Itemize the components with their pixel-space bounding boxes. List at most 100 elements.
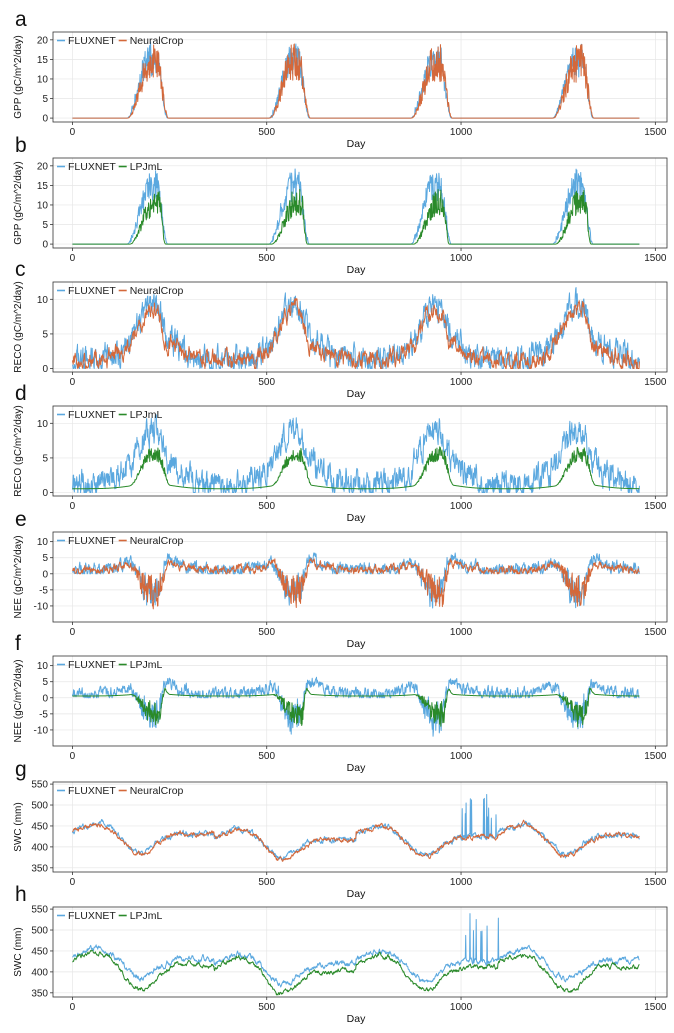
panel-letter: e (15, 508, 27, 531)
y-tick-label: -5 (39, 709, 48, 720)
x-tick-label: 500 (258, 501, 275, 512)
y-tick-label: 10 (37, 74, 49, 85)
y-axis-label: NEE (gC/m^2/day) (13, 535, 24, 618)
legend-label: FLUXNET (68, 409, 116, 421)
y-tick-label: 350 (31, 863, 48, 874)
x-tick-label: 0 (70, 253, 76, 264)
series-line-neuralcrop (72, 43, 640, 119)
y-axis-label: RECO (gC/m^2/day) (13, 405, 24, 496)
x-tick-label: 500 (258, 751, 275, 762)
panel-letter: h (15, 883, 27, 906)
y-tick-label: 450 (31, 946, 48, 957)
y-tick-label: 20 (37, 161, 49, 172)
x-tick-label: 500 (258, 627, 275, 638)
y-tick-label: 0 (42, 240, 48, 251)
y-tick-label: 550 (31, 780, 48, 791)
y-tick-label: 0 (42, 364, 48, 375)
y-tick-label: 5 (42, 329, 48, 340)
x-tick-label: 0 (70, 1002, 76, 1013)
plot-frame (52, 31, 668, 123)
x-tick-label: 0 (70, 877, 76, 888)
y-tick-label: 350 (31, 988, 48, 999)
x-tick-label: 1500 (644, 877, 667, 888)
y-tick-label: 20 (37, 35, 49, 46)
y-tick-label: 10 (37, 295, 49, 306)
legend-label: FLUXNET (68, 659, 116, 671)
panel-e: e 0 500 1000 1500 -10 -5 0 5 10 Day NEE (gC/m^2/day… (13, 508, 668, 650)
legend-label: FLUXNET (68, 785, 116, 797)
plot-frame (52, 531, 668, 623)
x-tick-label: 500 (258, 877, 275, 888)
plot-frame (52, 781, 668, 873)
y-axis-label: SWC (mm) (13, 927, 24, 976)
series-line-lpjml (72, 446, 640, 490)
legend-label: NeuralCrop (130, 785, 184, 797)
grid (53, 532, 667, 622)
x-tick-label: 1500 (644, 253, 667, 264)
y-tick-label: 5 (42, 220, 48, 231)
x-tick-label: 1500 (644, 501, 667, 512)
x-tick-label: 0 (70, 501, 76, 512)
x-tick-label: 0 (70, 127, 76, 138)
y-tick-label: 5 (42, 677, 48, 688)
legend-label: LPJmL (130, 409, 163, 421)
x-tick-label: 500 (258, 377, 275, 388)
panel-c: c 0 500 1000 1500 0 5 10 Day RECO (gC/m^2/day) FLU… (13, 258, 668, 400)
x-axis-label: Day (347, 388, 366, 400)
y-tick-label: 5 (42, 94, 48, 105)
y-tick-label: -5 (39, 585, 48, 596)
x-tick-label: 500 (258, 127, 275, 138)
legend-label: FLUXNET (68, 910, 116, 922)
y-tick-label: 15 (37, 181, 49, 192)
legend-label: LPJmL (130, 161, 163, 173)
plot-frame (52, 655, 668, 747)
x-tick-label: 1500 (644, 627, 667, 638)
y-tick-label: 0 (42, 693, 48, 704)
plot-frame (52, 157, 668, 249)
x-tick-label: 0 (70, 627, 76, 638)
series-line-lpjml (72, 949, 640, 996)
y-axis-label: GPP (gC/m^2/day) (13, 161, 24, 244)
y-tick-label: 0 (42, 488, 48, 499)
x-tick-label: 1500 (644, 751, 667, 762)
panel-g: g 0 500 1000 1500 350 400 450 500 550 Day SWC (mm) F… (13, 758, 668, 900)
y-tick-label: -10 (34, 601, 49, 612)
x-tick-label: 1000 (450, 501, 473, 512)
panel-a: a 0 500 1000 1500 0 5 10 15 20 Day GPP (gC/m^2/day)… (13, 8, 668, 150)
x-tick-label: 1000 (450, 877, 473, 888)
legend-label: FLUXNET (68, 35, 116, 47)
x-tick-label: 1500 (644, 127, 667, 138)
x-axis-label: Day (347, 264, 366, 276)
y-tick-label: 5 (42, 453, 48, 464)
grid (53, 782, 667, 872)
x-axis-label: Day (347, 512, 366, 524)
series-line-fluxnet (72, 913, 640, 988)
series-line-lpjml (72, 687, 640, 728)
y-tick-label: 5 (42, 553, 48, 564)
legend-label: FLUXNET (68, 161, 116, 173)
y-axis-label: NEE (gC/m^2/day) (13, 659, 24, 742)
legend-label: FLUXNET (68, 535, 116, 547)
series-line-lpjml (72, 189, 640, 245)
panel-letter: c (15, 258, 26, 281)
panel-letter: b (15, 134, 27, 157)
x-tick-label: 1000 (450, 1002, 473, 1013)
x-axis-label: Day (347, 762, 366, 774)
plot-area (53, 32, 667, 122)
x-tick-label: 1500 (644, 377, 667, 388)
x-axis-label: Day (347, 638, 366, 650)
series-line-neuralcrop (72, 819, 640, 862)
panel-b: b 0 500 1000 1500 0 5 10 15 20 Day GPP (gC/m^2/day)… (13, 134, 668, 276)
series-line-fluxnet (71, 414, 640, 494)
legend-label: FLUXNET (68, 285, 116, 297)
x-axis-label: Day (347, 138, 366, 150)
panel-letter: d (15, 382, 27, 405)
series-line-neuralcrop (71, 557, 640, 610)
series-line-fluxnet (72, 552, 640, 609)
plot-area (53, 532, 667, 622)
x-tick-label: 1000 (450, 253, 473, 264)
x-axis-label: Day (347, 888, 366, 900)
legend-label: LPJmL (130, 910, 163, 922)
series-line-neuralcrop (71, 297, 640, 370)
